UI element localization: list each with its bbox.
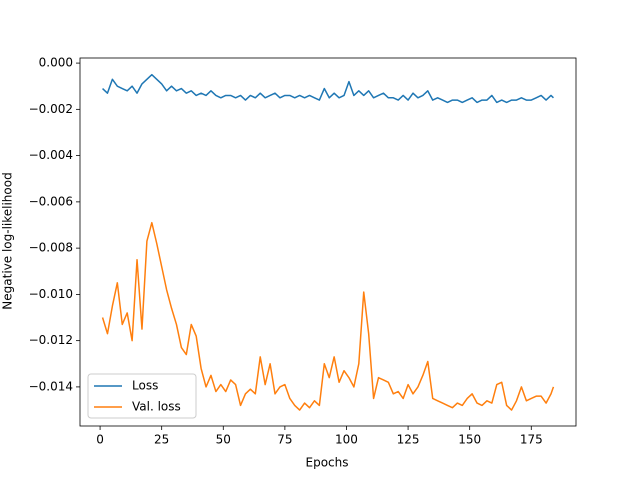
legend-label: Val. loss — [132, 400, 181, 414]
series-line — [101, 221, 555, 411]
y-tick-label: −0.010 — [29, 287, 73, 301]
y-tick-label: −0.014 — [29, 379, 73, 393]
x-tick-label: 75 — [277, 433, 292, 447]
legend-label: Loss — [132, 379, 158, 393]
x-tick-label: 125 — [397, 433, 420, 447]
plot-frame — [79, 57, 577, 427]
x-tick-label: 175 — [520, 433, 543, 447]
y-tick-label: −0.002 — [29, 102, 73, 116]
x-tick-label: 150 — [458, 433, 481, 447]
x-tick-label: 50 — [216, 433, 231, 447]
y-axis-label: Negative log-likelihood — [1, 172, 15, 309]
x-tick-label: 0 — [96, 433, 104, 447]
x-tick-label: 25 — [154, 433, 169, 447]
y-tick-label: −0.012 — [29, 333, 73, 347]
y-tick-label: −0.008 — [29, 241, 73, 255]
x-axis-label: Epochs — [306, 456, 349, 470]
y-tick-label: 0.000 — [39, 56, 73, 70]
y-tick-label: −0.004 — [29, 148, 73, 162]
series-line — [102, 73, 554, 104]
x-tick-label: 100 — [335, 433, 358, 447]
y-tick-label: −0.006 — [29, 194, 73, 208]
